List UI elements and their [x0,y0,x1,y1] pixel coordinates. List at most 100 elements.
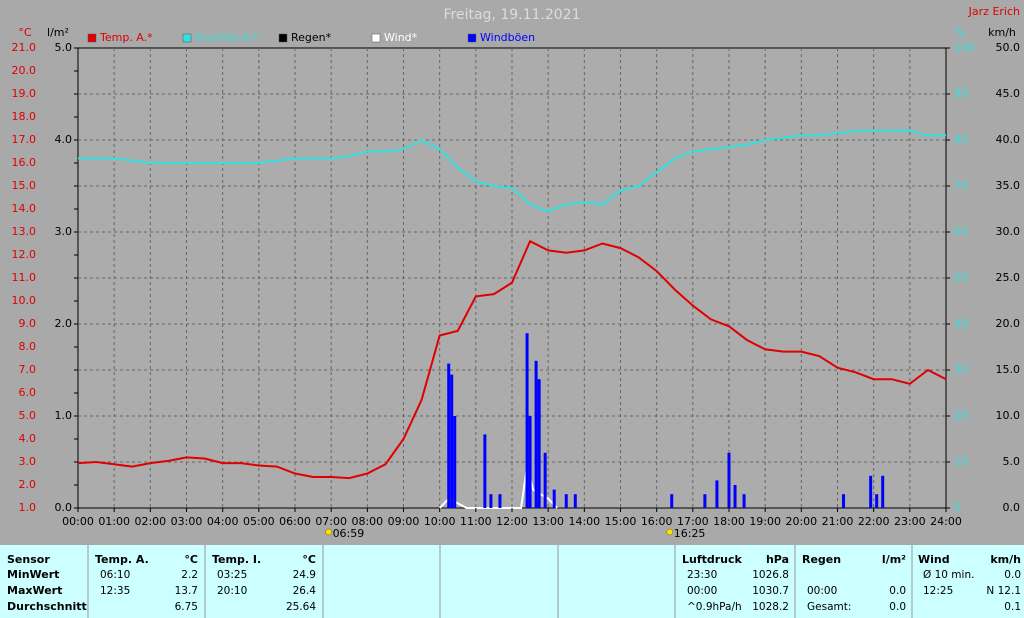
x-tick-label: 09:00 [388,515,420,528]
y-tick-label: 40.0 [996,133,1021,146]
y-tick-label: 30.0 [996,225,1021,238]
stats-table [0,545,1024,618]
y-tick-label: 5.0 [55,41,73,54]
cell-value: 2.2 [181,569,198,581]
cell-time: 12:25 [923,585,953,597]
cell-value: 0.0 [889,585,906,597]
gust-bar [670,494,674,508]
y-tick-label: 13.0 [12,225,37,238]
table-unit: °C [302,553,316,566]
y-tick-label: 80 [954,133,968,146]
y-tick-label: 50 [954,271,968,284]
cell-time: 20:10 [217,585,247,597]
cell-time: 06:10 [100,569,130,581]
gust-bar [703,494,707,508]
legend-swatch [371,33,381,43]
gust-bar [525,333,529,508]
gust-bar [543,452,547,508]
series-line [78,129,946,213]
gust-bar [842,494,846,508]
sun-icon [325,528,332,536]
y-tick-label: 3.0 [55,225,73,238]
gust-bar [733,485,737,508]
y-tick-label: 0.0 [1003,501,1021,514]
gust-bar [483,434,487,508]
gust-bar [447,363,451,508]
cell-value: 1030.7 [752,585,789,597]
y-tick-label: 100 [954,41,975,54]
y-tick-label: 15.0 [996,363,1021,376]
x-tick-label: 03:00 [171,515,203,528]
gust-bar [715,480,719,508]
y-tick-label: 20.0 [996,317,1021,330]
y-tick-label: 3.0 [19,455,37,468]
chart-title: Freitag, 19.11.2021 [444,7,581,23]
cell-value: 25.64 [286,601,316,613]
y-tick-label: 7.0 [19,363,37,376]
y-tick-label: 4.0 [55,133,73,146]
gust-bar [564,494,568,508]
x-tick-label: 08:00 [351,515,383,528]
row-label: Durchschnitt [7,600,87,613]
cell-time: 00:00 [807,585,837,597]
x-tick-label: 21:00 [822,515,854,528]
x-tick-label: 00:00 [62,515,94,528]
y3-axis-title: % [955,26,965,39]
sun-icon [666,528,673,536]
cell-time: 12:35 [100,585,130,597]
y-tick-label: 4.0 [19,432,37,445]
cell-time: ^0.9hPa/h [687,601,742,613]
y-tick-label: 0.0 [55,501,73,514]
y-axis-title: °C [18,26,32,39]
gust-bar [552,489,556,508]
cell-value: 0.0 [1004,569,1021,581]
y-tick-label: 50.0 [996,41,1021,54]
y-tick-label: 60 [954,225,968,238]
legend-label: Temp. A.* [99,31,153,44]
y-tick-label: 17.0 [12,133,37,146]
x-tick-label: 20:00 [785,515,817,528]
cell-time: Ø 10 min. [923,569,974,581]
gust-bar [573,494,577,508]
x-tick-label: 24:00 [930,515,962,528]
legend-label: Windböen [480,31,535,44]
y-tick-label: 2.0 [55,317,73,330]
gust-bar [881,475,885,508]
y-tick-label: 15.0 [12,179,37,192]
y-tick-label: 40 [954,317,968,330]
y-tick-label: 6.0 [19,386,37,399]
x-tick-label: 22:00 [858,515,890,528]
cell-time: Gesamt: [807,601,851,613]
y-tick-label: 10.0 [996,409,1021,422]
y-tick-label: 1.0 [55,409,73,422]
gust-bar [450,374,454,508]
cell-value: 13.7 [175,585,198,597]
cell-time: 00:00 [687,585,717,597]
gust-bar [742,494,746,508]
y2-axis-title: l/m² [47,26,69,39]
table-unit: l/m² [882,553,906,566]
y-tick-label: 2.0 [19,478,37,491]
cell-time: 03:25 [217,569,247,581]
x-tick-label: 17:00 [677,515,709,528]
legend-swatch [467,33,477,43]
table-unit: hPa [766,553,789,566]
x-tick-label: 01:00 [98,515,130,528]
gust-bar [453,416,457,508]
row-label: MinWert [7,568,59,581]
table-header: Luftdruck [682,553,743,566]
legend-label: Regen* [291,31,332,44]
x-tick-label: 23:00 [894,515,926,528]
gust-bar [537,379,541,508]
y-tick-label: 11.0 [12,271,37,284]
legend-swatch [182,33,192,43]
y-tick-label: 35.0 [996,179,1021,192]
y-tick-label: 8.0 [19,340,37,353]
table-header: Temp. A. [95,553,149,566]
x-tick-label: 04:00 [207,515,239,528]
y-tick-label: 19.0 [12,87,37,100]
x-tick-label: 16:00 [641,515,673,528]
legend-swatch [87,33,97,43]
y-tick-label: 30 [954,363,968,376]
